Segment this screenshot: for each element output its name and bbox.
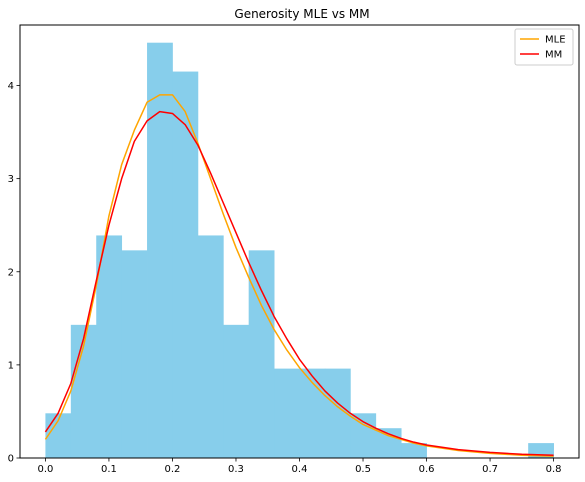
histogram-bar-14 [401, 443, 427, 458]
y-tick-label-3: 3 [8, 174, 14, 185]
chart-title: Generosity MLE vs MM [234, 7, 369, 21]
x-tick-label-6: 0.6 [419, 464, 435, 475]
y-tick-label-2: 2 [8, 267, 14, 278]
x-tick-label-1: 0.1 [101, 464, 117, 475]
histogram-bar-4 [147, 42, 173, 458]
histogram-bar-13 [375, 428, 402, 458]
histogram-bar-12 [350, 413, 377, 458]
legend-label-mle: MLE [545, 35, 566, 46]
histogram-bar-2 [96, 235, 123, 458]
x-tick-label-0: 0.0 [37, 464, 53, 475]
histogram-bar-8 [248, 250, 275, 458]
histogram-bar-3 [121, 250, 148, 458]
histogram-bar-5 [172, 71, 199, 458]
series-line-mle [44, 94, 554, 457]
x-tick-label-4: 0.4 [292, 464, 308, 475]
legend-label-mm: MM [545, 50, 562, 61]
x-tick-label-7: 0.7 [482, 464, 498, 475]
y-tick-label-0: 0 [8, 454, 14, 465]
legend: MLE MM [514, 28, 574, 66]
x-axis: 0.0 0.1 0.2 0.3 0.4 0.5 0.6 0.7 0.8 [37, 458, 562, 475]
legend-box [514, 28, 574, 66]
series-line-mm [44, 110, 554, 456]
density-curves [44, 94, 554, 457]
x-tick-label-8: 0.8 [546, 464, 562, 475]
x-tick-label-2: 0.2 [165, 464, 181, 475]
histogram-bar-9 [274, 368, 300, 458]
x-tick-label-5: 0.5 [355, 464, 371, 475]
y-axis: 0 1 2 3 4 [8, 81, 20, 465]
histogram-bars [45, 42, 554, 458]
y-tick-label-4: 4 [8, 81, 14, 92]
histogram-bar-6 [197, 235, 224, 458]
histogram-bar-7 [223, 324, 250, 458]
y-tick-label-1: 1 [8, 360, 14, 371]
x-tick-label-3: 0.3 [228, 464, 244, 475]
